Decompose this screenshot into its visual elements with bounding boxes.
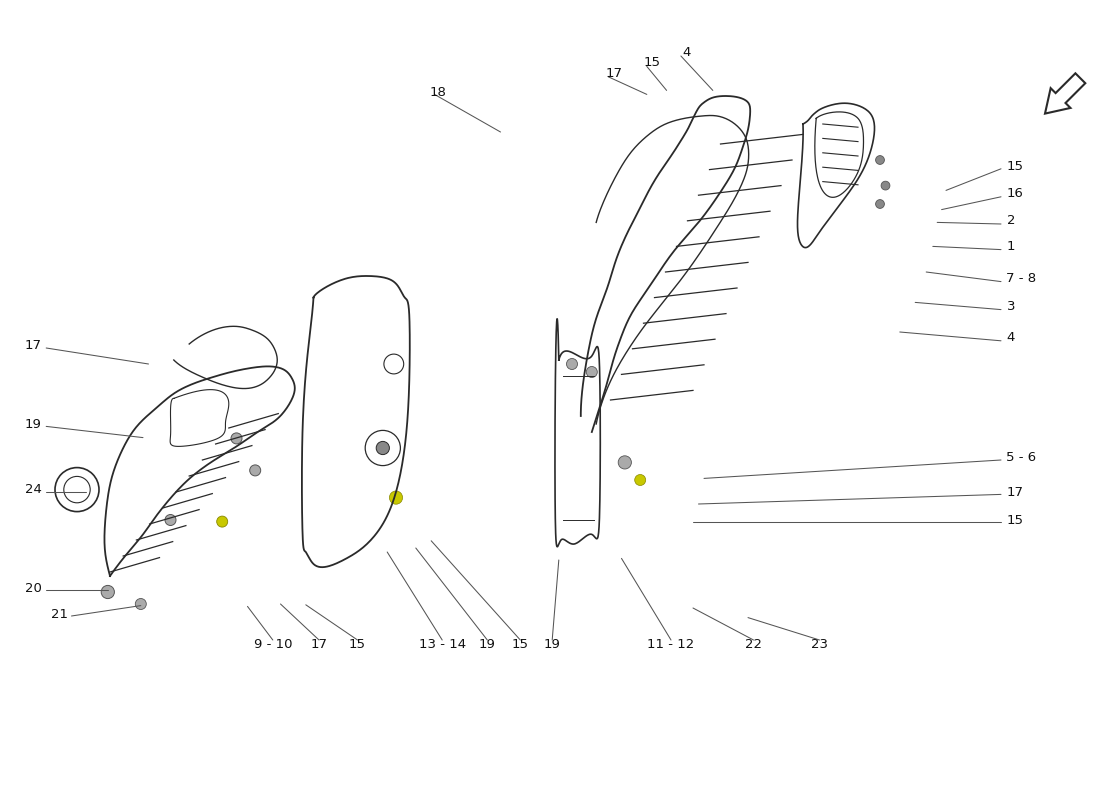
Circle shape [876,155,884,164]
Text: 15: 15 [1006,514,1023,526]
Text: 15: 15 [349,638,366,650]
Text: 2: 2 [1006,214,1015,227]
Text: 1: 1 [1006,240,1015,253]
Text: 16: 16 [1006,187,1023,200]
Text: 5 - 6: 5 - 6 [1006,451,1036,464]
Text: 9 - 10: 9 - 10 [253,638,293,650]
Text: 15: 15 [512,638,529,650]
Text: 13 - 14: 13 - 14 [419,638,465,650]
Circle shape [566,358,578,370]
Circle shape [635,474,646,486]
Circle shape [389,491,403,504]
Text: 18: 18 [429,86,447,98]
Text: 15: 15 [1006,160,1023,173]
Text: 15: 15 [644,56,661,69]
Text: 17: 17 [310,638,328,650]
Text: 22: 22 [745,638,762,650]
Circle shape [586,366,597,378]
Text: 17: 17 [605,67,623,80]
Text: 24: 24 [25,483,42,496]
Text: 7 - 8: 7 - 8 [1006,272,1036,285]
Circle shape [618,456,631,469]
Circle shape [876,199,884,208]
Circle shape [881,182,890,190]
Circle shape [217,516,228,527]
Text: 23: 23 [811,638,828,650]
Circle shape [231,433,242,444]
Circle shape [250,465,261,476]
Text: 19: 19 [478,638,496,650]
Text: 4: 4 [682,46,691,58]
Text: 17: 17 [1006,486,1023,498]
Text: 19: 19 [543,638,561,650]
Circle shape [135,598,146,610]
Circle shape [101,586,114,598]
Text: 19: 19 [25,418,42,430]
Text: 20: 20 [25,582,42,594]
Text: 3: 3 [1006,300,1015,313]
Text: 11 - 12: 11 - 12 [648,638,694,650]
Text: 21: 21 [52,608,68,621]
Text: 17: 17 [25,339,42,352]
Circle shape [376,442,389,454]
Text: 4: 4 [1006,331,1015,344]
Circle shape [165,514,176,526]
